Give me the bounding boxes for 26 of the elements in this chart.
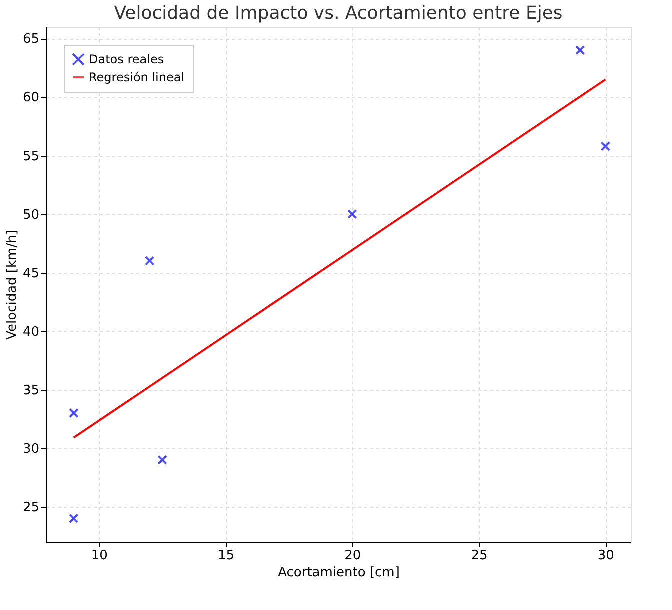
point [600,142,611,152]
point [348,209,358,220]
x-axis-title: Acortamiento [cm] [278,566,400,580]
y-axis-title: Velocidad [km/h] [4,230,20,340]
point [575,46,586,56]
point [158,455,168,465]
y-tick-label: 50 [22,208,40,223]
x-tick-label: 25 [471,548,488,564]
y-tick-label: 40 [22,324,40,340]
y-tick-label: 65 [22,32,40,48]
y-tick-label: 30 [22,442,40,457]
x-tick-label: 20 [344,548,362,564]
y-tick-label: 25 [22,500,40,516]
legend-label: Regresión lineal [89,70,185,84]
x-tick-label: 15 [218,548,235,564]
point [68,514,79,524]
y-tick-label: 45 [22,266,40,282]
x-tick-label: 10 [91,548,108,564]
y-tick-label: 35 [22,383,40,398]
chart-title: Velocidad de Impacto vs. Acortamiento entre Ejes [114,3,563,24]
x-tick-label: 30 [598,548,614,564]
point [68,408,79,418]
point [144,256,155,266]
y-tick-label: 55 [22,149,40,164]
y-tick-label: 60 [22,90,40,106]
legend-label: Datos reales [89,52,164,66]
